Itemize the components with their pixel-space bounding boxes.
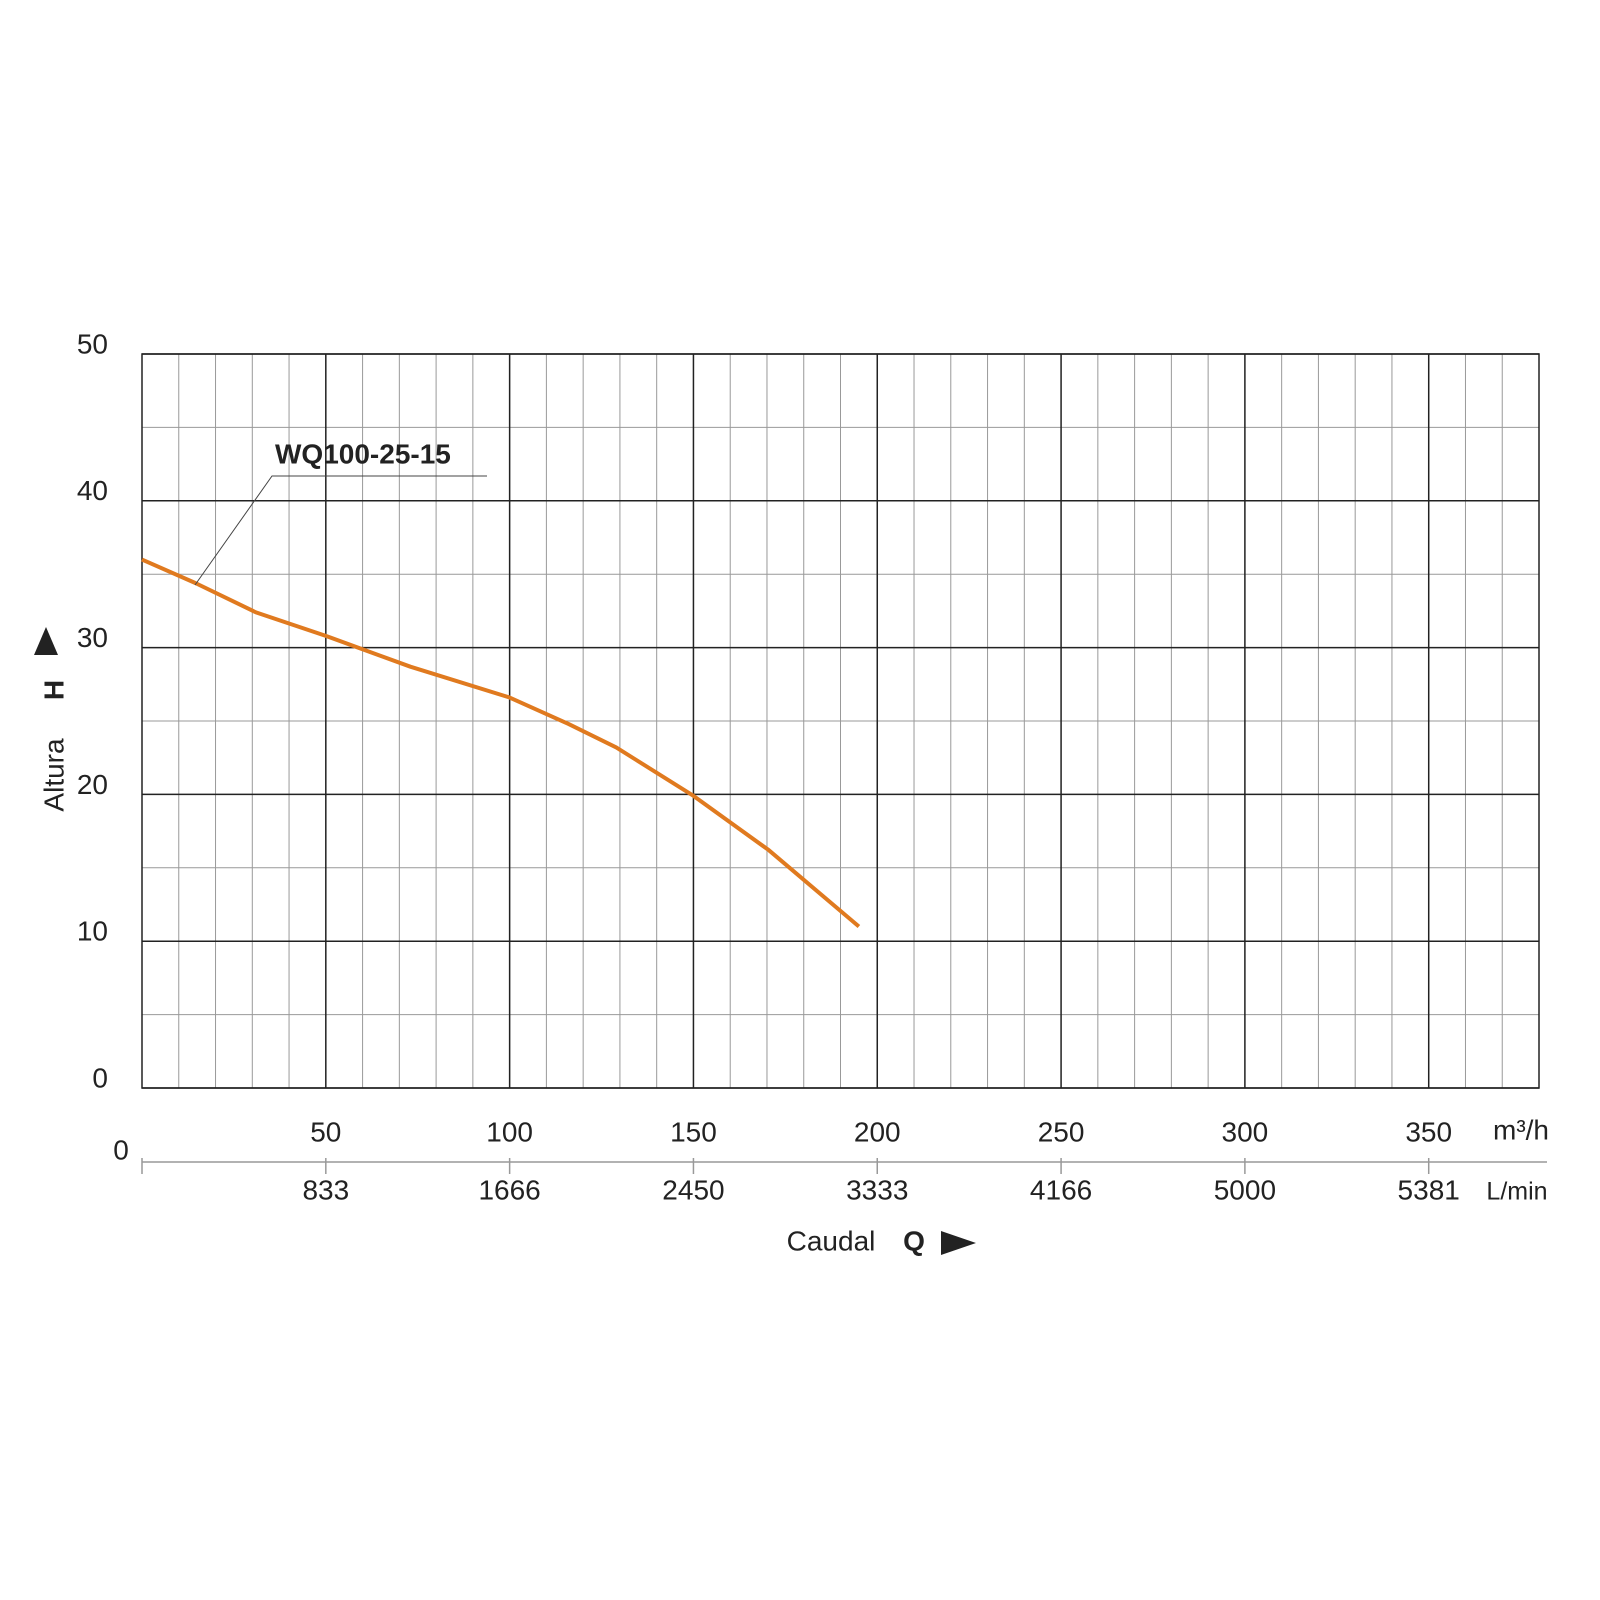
x2-tick-label: 3333	[846, 1174, 908, 1205]
x2-tick-label: 1666	[478, 1174, 540, 1205]
curve	[141, 557, 861, 929]
x2-tick-label: 4166	[1030, 1174, 1092, 1205]
y-tick-label: 20	[77, 769, 108, 800]
y-tick-label: 0	[92, 1062, 108, 1093]
x-arrow	[941, 1231, 976, 1255]
y-tick-label: 30	[77, 622, 108, 653]
x-tick-label: 350	[1405, 1116, 1452, 1147]
x-axis-symbol: Q	[903, 1225, 925, 1256]
y-axis-label: Altura	[38, 738, 69, 812]
leader-line	[194, 475, 487, 586]
x-tick-label: 150	[670, 1116, 717, 1147]
y-tick-label: 10	[77, 916, 108, 947]
x-tick-label: 250	[1038, 1116, 1085, 1147]
x2-tick-label: 833	[302, 1174, 349, 1205]
y-tick-label: 50	[77, 328, 108, 359]
x-tick-label: 200	[854, 1116, 901, 1147]
x2-tick-label: 5000	[1214, 1174, 1276, 1205]
y-tick-label: 40	[77, 475, 108, 506]
x-axis-label: Caudal	[787, 1225, 876, 1256]
x-unit: m³/h	[1493, 1114, 1549, 1145]
x-tick-label: 0	[113, 1134, 129, 1165]
x2-tick-label: 2450	[662, 1174, 724, 1205]
x2-unit: L/min	[1486, 1178, 1547, 1206]
x-tick-label: 100	[486, 1116, 533, 1147]
y-axis-symbol: H	[38, 680, 69, 700]
x2-tick-label: 5381	[1398, 1174, 1460, 1205]
series-label: WQ100-25-15	[275, 438, 451, 469]
y-arrow	[34, 627, 58, 655]
x-tick-label: 50	[310, 1116, 341, 1147]
plot-frame	[141, 353, 1540, 1089]
x-tick-label: 300	[1222, 1116, 1269, 1147]
